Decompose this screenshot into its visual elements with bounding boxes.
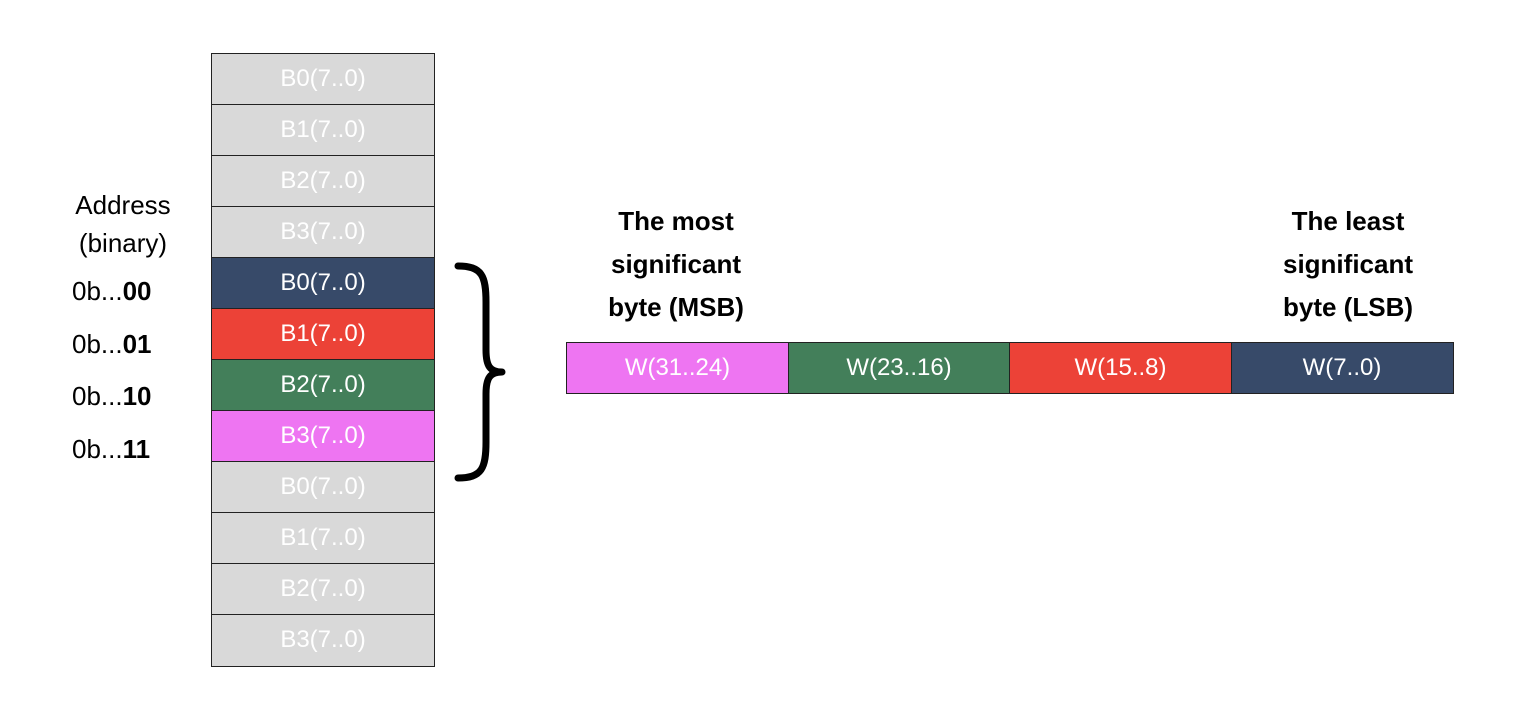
address-prefix: 0b... (72, 381, 123, 411)
address-bits: 00 (122, 276, 152, 306)
memory-cell: B0(7..0) (211, 461, 435, 514)
word-cell-lsb: W(7..0) (1230, 342, 1454, 394)
address-bits: 10 (122, 381, 152, 411)
address-header-line1: Address (75, 190, 171, 220)
memory-cell: B3(7..0) (211, 206, 435, 259)
word-cell: W(23..16) (787, 342, 1011, 394)
memory-cell: B3(7..0) (211, 614, 435, 667)
word-row: W(31..24) W(23..16) W(15..8) W(7..0) (566, 342, 1454, 394)
msb-line1: The most (618, 206, 734, 236)
address-label-00: 0b...00 (72, 265, 182, 317)
address-header: Address (binary) (60, 186, 186, 262)
address-prefix: 0b... (72, 329, 123, 359)
address-prefix: 0b... (72, 276, 123, 306)
address-prefix: 0b... (72, 434, 123, 464)
msb-line2: significant (610, 249, 741, 279)
lsb-label: The least significant byte (LSB) (1248, 200, 1448, 329)
memory-cell: B0(7..0) (211, 53, 435, 106)
memory-cell: B1(7..0) (211, 512, 435, 565)
memory-cell: B2(7..0) (211, 155, 435, 208)
address-bits: 11 (122, 434, 151, 464)
memory-column: B0(7..0) B1(7..0) B2(7..0) B3(7..0) B0(7… (211, 53, 435, 667)
memory-cell-highlight: B1(7..0) (211, 308, 435, 361)
lsb-line2: significant (1282, 249, 1413, 279)
memory-cell-highlight: B3(7..0) (211, 410, 435, 463)
msb-line3: byte (MSB) (608, 292, 744, 322)
memory-cell: B1(7..0) (211, 104, 435, 157)
memory-cell-highlight: B0(7..0) (211, 257, 435, 310)
word-cell: W(15..8) (1009, 342, 1232, 394)
address-bits: 01 (122, 329, 152, 359)
memory-cell: B2(7..0) (211, 563, 435, 616)
curly-brace-icon (454, 262, 506, 482)
address-header-line2: (binary) (78, 228, 168, 258)
address-label-01: 0b...01 (72, 318, 182, 370)
memory-cell-highlight: B2(7..0) (211, 359, 435, 412)
lsb-line1: The least (1291, 206, 1405, 236)
word-cell-msb: W(31..24) (566, 342, 789, 394)
lsb-line3: byte (LSB) (1283, 292, 1413, 322)
address-label-10: 0b...10 (72, 370, 182, 422)
msb-label: The most significant byte (MSB) (576, 200, 776, 329)
address-label-11: 0b...11 (72, 423, 182, 475)
